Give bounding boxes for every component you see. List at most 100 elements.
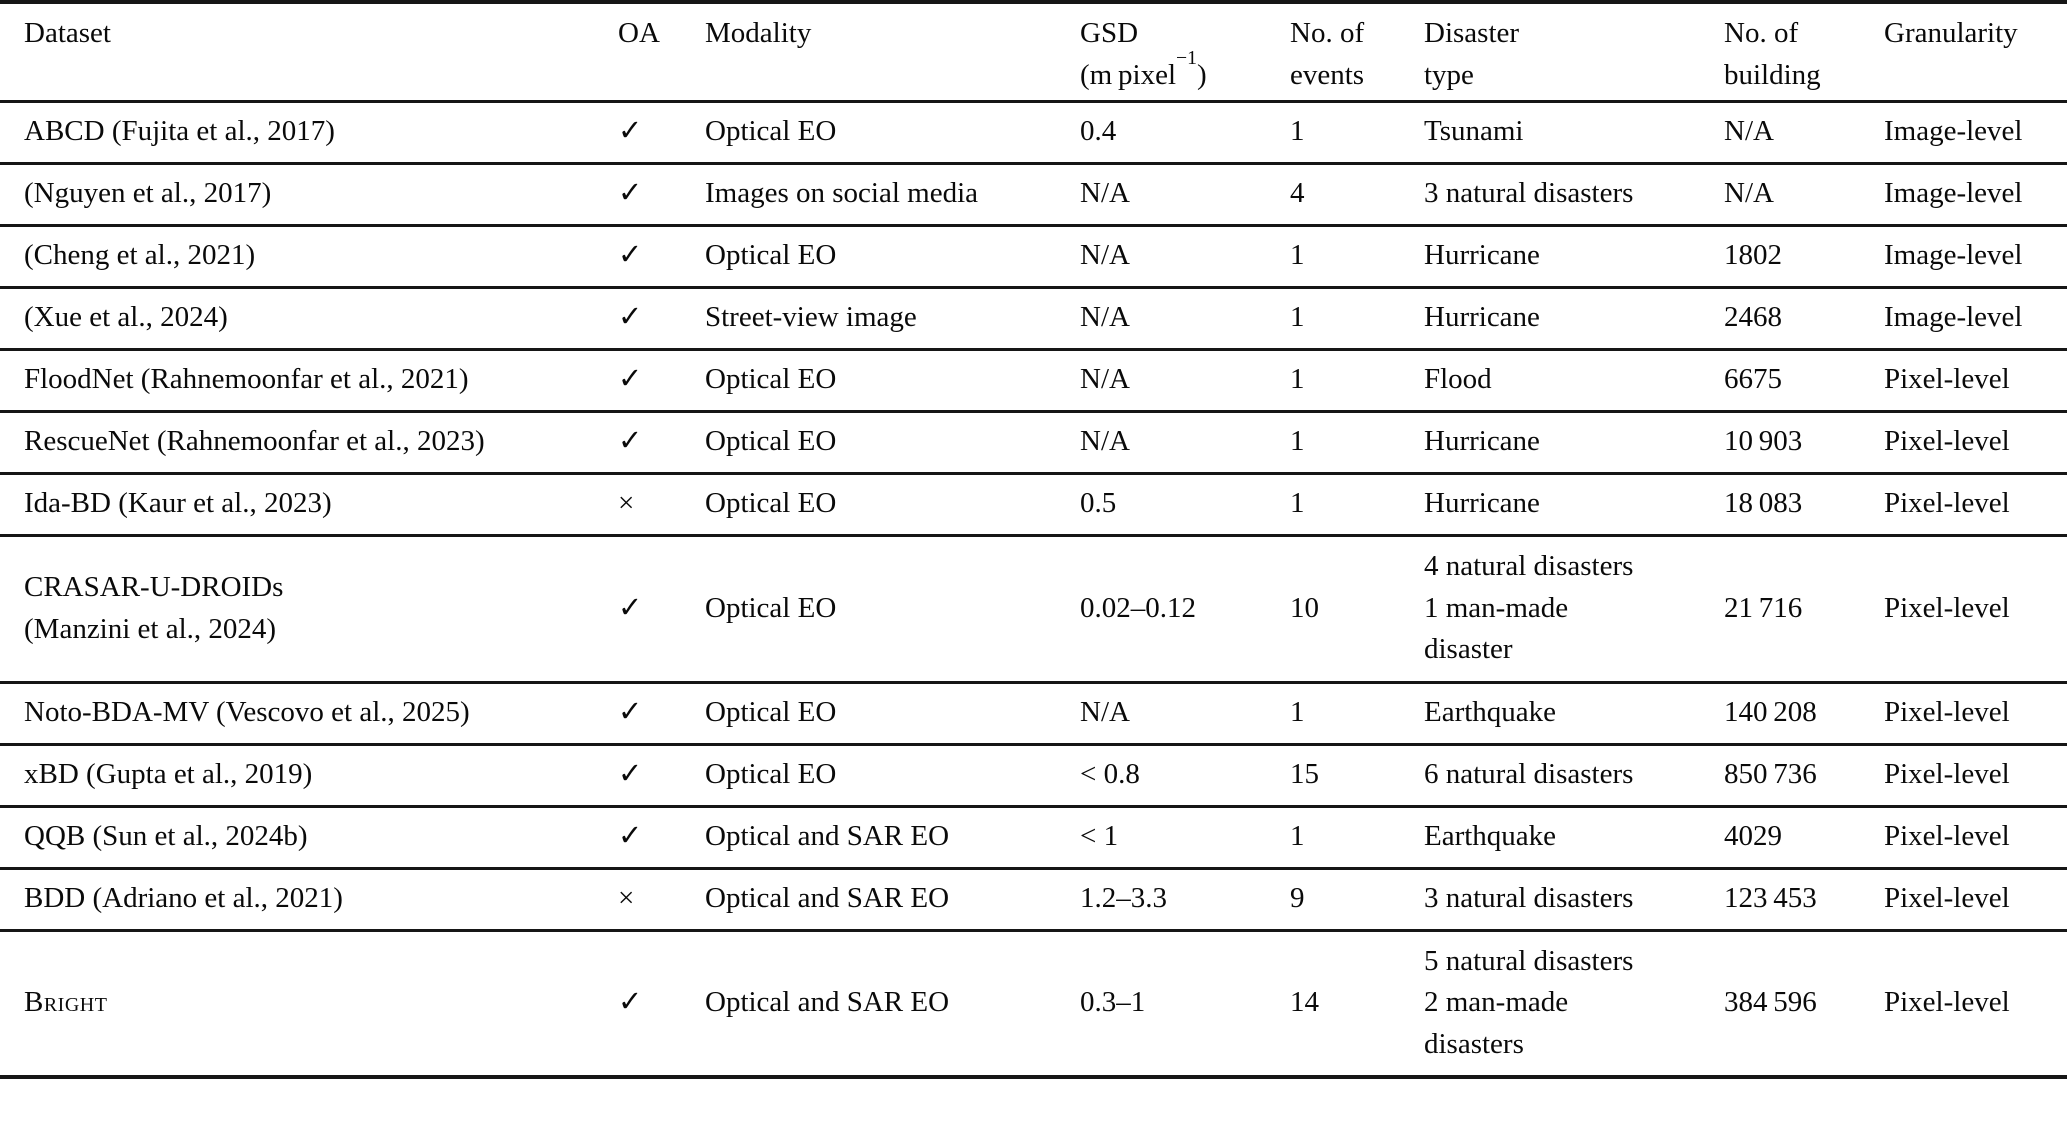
disaster-type-cell-line: 1 man-made	[1424, 591, 1569, 624]
datasets-comparison-table: Dataset OA Modality GSD (m pixel−1) No. …	[0, 0, 2067, 1079]
modality-cell: Street-view image	[705, 287, 1080, 349]
modality-cell: Optical EO	[705, 473, 1080, 535]
modality-cell-value: Street-view image	[705, 301, 917, 334]
building-count-cell-value: 2468	[1724, 301, 1782, 334]
gsd-cell-value: N/A	[1080, 696, 1130, 729]
header-label: Granularity	[1884, 17, 2018, 49]
header-label: Disaster	[1424, 17, 1520, 49]
building-count-cell: N/A	[1724, 101, 1884, 163]
disaster-type-cell-line: Hurricane	[1424, 425, 1540, 458]
modality-cell: Optical EO	[705, 535, 1080, 682]
gsd-cell-value: N/A	[1080, 363, 1130, 396]
events-count-cell: 4	[1290, 163, 1424, 225]
dataset-cell: (Xue et al., 2024)	[0, 287, 618, 349]
granularity-cell: Pixel-level	[1884, 930, 2067, 1077]
disaster-type-cell-line: 6 natural disasters	[1424, 758, 1634, 791]
oa-cell: ×	[618, 868, 705, 930]
modality-cell: Optical EO	[705, 349, 1080, 411]
granularity-cell: Pixel-level	[1884, 744, 2067, 806]
building-count-cell-value: 1802	[1724, 239, 1782, 272]
building-count-cell: 10 903	[1724, 411, 1884, 473]
gsd-cell: N/A	[1080, 287, 1290, 349]
modality-cell-value: Optical EO	[705, 115, 837, 148]
oa-cell: ✓	[618, 535, 705, 682]
modality-cell: Optical and SAR EO	[705, 806, 1080, 868]
events-count-cell-value: 9	[1290, 882, 1305, 915]
granularity-cell: Pixel-level	[1884, 806, 2067, 868]
dataset-cell-line: ABCD (Fujita et al., 2017)	[24, 115, 335, 148]
events-count-cell-value: 1	[1290, 301, 1305, 334]
table-row: CRASAR-U-DROIDs (Manzini et al., 2024) ✓ Op…	[0, 535, 2067, 682]
dataset-cell-line: QQB (Sun et al., 2024b)	[24, 820, 308, 853]
granularity-cell-value: Image-level	[1884, 301, 2023, 334]
events-count-cell: 1	[1290, 411, 1424, 473]
dataset-cell-line: RescueNet (Rahnemoonfar et al., 2023)	[24, 425, 485, 458]
disaster-type-cell-line: Tsunami	[1424, 115, 1524, 148]
header-label: Modality	[705, 17, 812, 49]
dataset-cell-line: (Cheng et al., 2021)	[24, 239, 256, 272]
table-body: ABCD (Fujita et al., 2017) ✓ Optical EO 0.4…	[0, 101, 2067, 1077]
disaster-type-cell: Earthquake	[1424, 806, 1724, 868]
disaster-type-cell-line: Hurricane	[1424, 239, 1540, 272]
col-header-building-count: No. of building	[1724, 2, 1884, 101]
building-count-cell-value: 18 083	[1724, 487, 1803, 520]
granularity-cell-value: Image-level	[1884, 177, 2023, 210]
granularity-cell-value: Pixel-level	[1884, 820, 2010, 853]
col-header-events: No. of events	[1290, 2, 1424, 101]
disaster-type-cell: 3 natural disasters	[1424, 868, 1724, 930]
check-icon: ✓	[618, 177, 643, 210]
granularity-cell: Image-level	[1884, 101, 2067, 163]
dataset-cell: RescueNet (Rahnemoonfar et al., 2023)	[0, 411, 618, 473]
oa-cell: ✓	[618, 806, 705, 868]
gsd-cell: N/A	[1080, 225, 1290, 287]
building-count-cell-value: 384 596	[1724, 986, 1817, 1019]
table-row: RescueNet (Rahnemoonfar et al., 2023) ✓ Op…	[0, 411, 2067, 473]
gsd-unit-prefix: (m pixel	[1080, 58, 1177, 91]
check-icon: ✓	[618, 758, 643, 791]
events-count-cell: 10	[1290, 535, 1424, 682]
gsd-cell: < 0.8	[1080, 744, 1290, 806]
modality-cell: Optical EO	[705, 101, 1080, 163]
events-count-cell-value: 15	[1290, 758, 1319, 791]
events-count-cell-value: 1	[1290, 820, 1305, 853]
gsd-cell: N/A	[1080, 349, 1290, 411]
check-icon: ✓	[618, 820, 643, 853]
table-row: ABCD (Fujita et al., 2017) ✓ Optical EO 0.4…	[0, 101, 2067, 163]
modality-cell-value: Optical EO	[705, 425, 837, 458]
table-row: xBD (Gupta et al., 2019) ✓ Optical EO < 0.8…	[0, 744, 2067, 806]
oa-cell: ✓	[618, 287, 705, 349]
disaster-type-cell-line: disaster	[1424, 633, 1513, 666]
oa-cell: ✓	[618, 225, 705, 287]
building-count-cell: 18 083	[1724, 473, 1884, 535]
granularity-cell-value: Pixel-level	[1884, 363, 2010, 396]
granularity-cell: Pixel-level	[1884, 411, 2067, 473]
disaster-type-cell: 4 natural disasters 1 man-made disaster	[1424, 535, 1724, 682]
building-count-cell: 21 716	[1724, 535, 1884, 682]
dataset-cell: (Nguyen et al., 2017)	[0, 163, 618, 225]
modality-cell: Optical EO	[705, 225, 1080, 287]
oa-cell: ×	[618, 473, 705, 535]
table-row: (Xue et al., 2024) ✓ Street-view image N/A 1…	[0, 287, 2067, 349]
building-count-cell: 140 208	[1724, 682, 1884, 744]
events-count-cell: 9	[1290, 868, 1424, 930]
modality-cell-value: Optical and SAR EO	[705, 820, 950, 853]
building-count-cell-value: 850 736	[1724, 758, 1817, 791]
dataset-cell-line: Noto-BDA-MV (Vescovo et al., 2025)	[24, 696, 470, 729]
events-count-cell: 1	[1290, 101, 1424, 163]
disaster-type-cell-line: 3 natural disasters	[1424, 177, 1634, 210]
dataset-cell: FloodNet (Rahnemoonfar et al., 2021)	[0, 349, 618, 411]
dataset-cell: BDD (Adriano et al., 2021)	[0, 868, 618, 930]
modality-cell: Optical EO	[705, 682, 1080, 744]
gsd-cell: 0.3–1	[1080, 930, 1290, 1077]
dataset-cell: ABCD (Fujita et al., 2017)	[0, 101, 618, 163]
events-count-cell-value: 1	[1290, 115, 1305, 148]
modality-cell-value: Optical EO	[705, 487, 837, 520]
gsd-cell-value: N/A	[1080, 301, 1130, 334]
table-row: QQB (Sun et al., 2024b) ✓ Optical and SAR …	[0, 806, 2067, 868]
dataset-cell-line: BDD (Adriano et al., 2021)	[24, 882, 343, 915]
building-count-cell: 1802	[1724, 225, 1884, 287]
disaster-type-cell-line: 2 man-made	[1424, 986, 1569, 1019]
gsd-cell: 0.02–0.12	[1080, 535, 1290, 682]
granularity-cell-value: Pixel-level	[1884, 882, 2010, 915]
table-row: (Cheng et al., 2021) ✓ Optical EO N/A 1 Hurri…	[0, 225, 2067, 287]
